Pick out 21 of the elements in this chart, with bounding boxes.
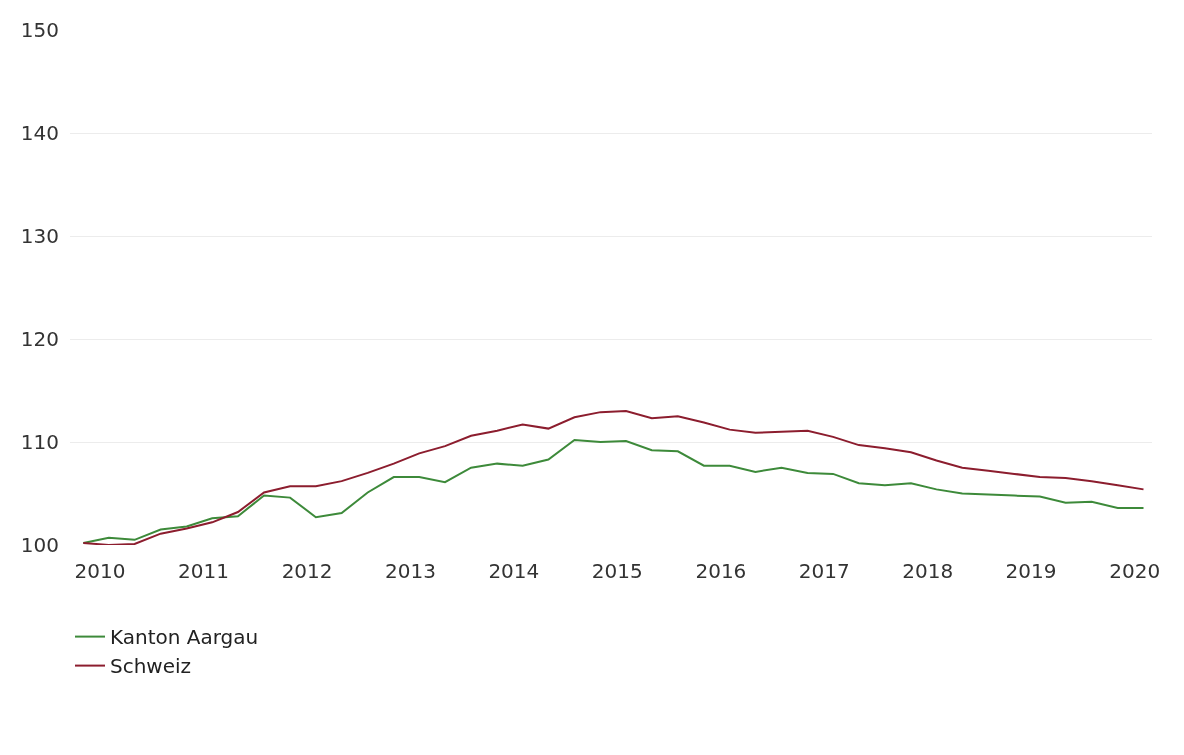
line-series <box>82 438 1145 544</box>
x-tick-label: 2013 <box>385 559 436 583</box>
x-tick-label: 2018 <box>902 559 954 583</box>
y-tick-label: 150 <box>20 18 59 42</box>
y-tick-label: 140 <box>20 121 59 145</box>
x-tick-label: 2014 <box>488 559 540 583</box>
x-tick-label: 2019 <box>1005 559 1057 583</box>
x-tick-label: 2020 <box>1109 559 1161 583</box>
line-series <box>82 410 1145 545</box>
x-tick-label: 2011 <box>177 559 229 583</box>
x-tick-label: 2012 <box>281 559 333 583</box>
y-tick-label: 120 <box>20 327 59 351</box>
x-tick-label: 2010 <box>74 559 126 583</box>
y-tick-label: 100 <box>20 533 59 557</box>
y-tick-label: 130 <box>20 224 59 248</box>
legend-label: Schweiz <box>110 654 192 679</box>
y-tick-label: 110 <box>20 430 59 454</box>
x-tick-label: 2015 <box>591 559 643 583</box>
x-tick-label: 2017 <box>798 559 850 583</box>
x-tick-label: 2016 <box>695 559 747 583</box>
legend-label: Kanton Aargau <box>110 625 259 650</box>
